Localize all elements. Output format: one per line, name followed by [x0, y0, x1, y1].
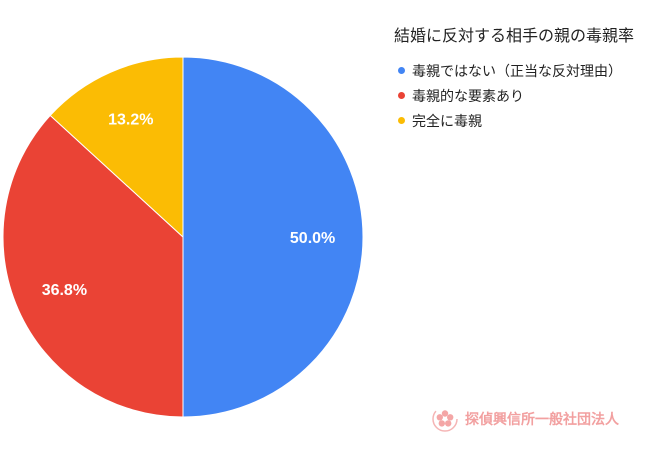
- legend-marker: [398, 67, 405, 74]
- legend-marker: [398, 117, 405, 124]
- slice-value-label: 36.8%: [42, 282, 87, 299]
- cherry-blossom-logo-icon: [432, 406, 458, 432]
- chart-title: 結婚に反対する相手の親の毒親率: [394, 26, 635, 45]
- pie-slice-somewhat-toxic: [2, 114, 184, 418]
- legend-label: 完全に毒親: [412, 113, 482, 130]
- watermark: 探偵興信所一般社団法人: [430, 404, 619, 434]
- legend-item-somewhat-toxic: 毒親的な要素あり: [398, 83, 622, 108]
- legend: 毒親ではない（正当な反対理由） 毒親的な要素あり 完全に毒親: [398, 58, 622, 133]
- slice-value-label: 13.2%: [108, 111, 153, 128]
- legend-item-not-toxic: 毒親ではない（正当な反対理由）: [398, 58, 622, 83]
- pie-slice-not-toxic: [182, 56, 364, 418]
- legend-label: 毒親的な要素あり: [412, 88, 524, 105]
- watermark-text: 探偵興信所一般社団法人: [465, 412, 619, 428]
- pie-slice-fully-toxic: [49, 56, 184, 239]
- slice-value-label: 50.0%: [290, 230, 335, 247]
- legend-item-fully-toxic: 完全に毒親: [398, 108, 622, 133]
- legend-marker: [398, 92, 405, 99]
- legend-label: 毒親ではない（正当な反対理由）: [412, 63, 622, 80]
